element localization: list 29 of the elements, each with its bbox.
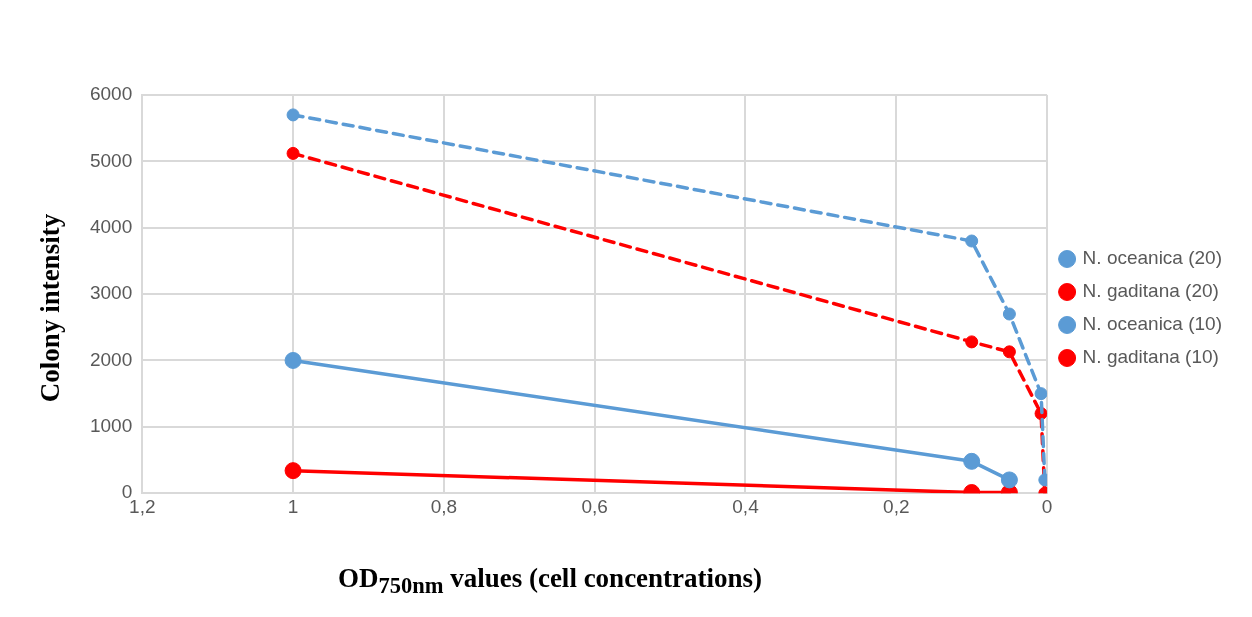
point	[284, 351, 302, 369]
x-tick-label: 0,6	[581, 495, 608, 517]
y-tick-label: 5000	[89, 149, 133, 171]
point	[286, 108, 300, 122]
point	[965, 234, 979, 248]
y-axis-title: Colony intensity	[34, 213, 66, 403]
point	[1000, 471, 1018, 489]
legend-label: N. oceanica (20)	[1082, 247, 1222, 269]
x-tick-label: 0	[1041, 495, 1053, 517]
y-tick-label: 3000	[89, 282, 133, 304]
legend-label: N. oceanica (10)	[1082, 313, 1222, 335]
x-tick-label: 0,8	[430, 495, 458, 517]
point	[1002, 345, 1016, 359]
y-tick-label: 6000	[89, 83, 133, 105]
x-tick-label: 0,2	[883, 495, 910, 517]
legend-label: N. gaditana (20)	[1082, 280, 1219, 302]
point	[965, 335, 979, 349]
x-tick-label: 1	[287, 495, 299, 517]
point	[284, 462, 302, 480]
legend-label: N. gaditana (10)	[1082, 346, 1219, 368]
y-tick-label: 4000	[89, 215, 133, 237]
x-axis-title: OD$_{750nm}$ values (cell concentrations)	[336, 563, 764, 600]
point	[1002, 307, 1016, 321]
y-tick-label: 2000	[89, 348, 133, 370]
point	[963, 452, 981, 470]
y-tick-label: 1000	[89, 415, 133, 437]
point	[286, 146, 300, 160]
point	[1034, 387, 1048, 401]
x-tick-label: 0,4	[732, 495, 760, 517]
